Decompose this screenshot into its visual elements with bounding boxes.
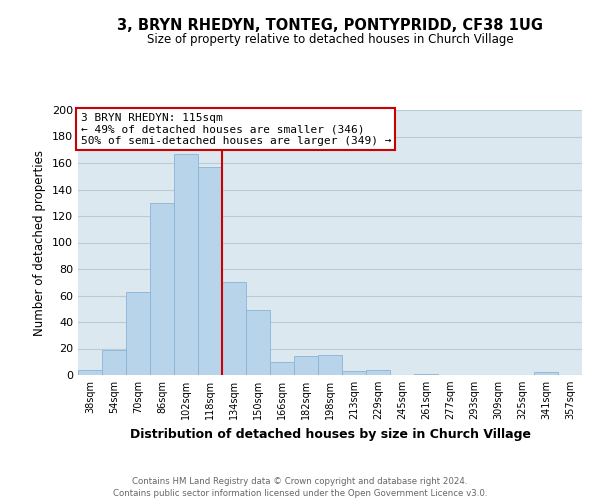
Text: 3 BRYN RHEDYN: 115sqm
← 49% of detached houses are smaller (346)
50% of semi-det: 3 BRYN RHEDYN: 115sqm ← 49% of detached … [80,112,391,146]
Text: 3, BRYN RHEDYN, TONTEG, PONTYPRIDD, CF38 1UG: 3, BRYN RHEDYN, TONTEG, PONTYPRIDD, CF38… [117,18,543,32]
Bar [342,371,366,375]
Bar [198,167,222,375]
Bar [102,350,126,375]
Bar [174,154,198,375]
Text: Contains HM Land Registry data © Crown copyright and database right 2024.: Contains HM Land Registry data © Crown c… [132,478,468,486]
Text: Size of property relative to detached houses in Church Village: Size of property relative to detached ho… [146,32,514,46]
Bar [222,282,246,375]
Bar [414,374,438,375]
Bar [534,372,558,375]
Bar [366,370,390,375]
X-axis label: Distribution of detached houses by size in Church Village: Distribution of detached houses by size … [130,428,530,440]
Bar [78,370,102,375]
Text: Contains public sector information licensed under the Open Government Licence v3: Contains public sector information licen… [113,489,487,498]
Bar [246,310,270,375]
Bar [318,355,342,375]
Bar [270,362,294,375]
Bar [150,203,174,375]
Y-axis label: Number of detached properties: Number of detached properties [34,150,46,336]
Bar [126,292,150,375]
Bar [294,356,318,375]
